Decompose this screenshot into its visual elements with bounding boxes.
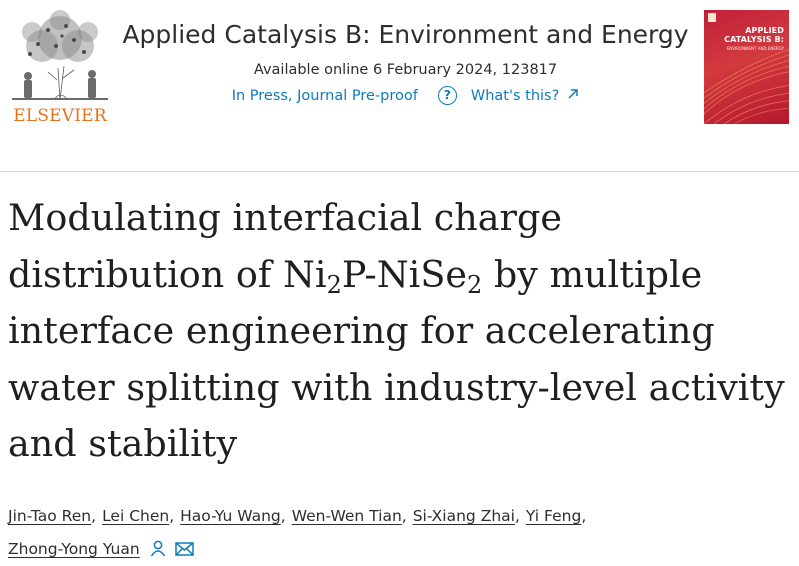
cover-subtitle: ENVIRONMENT AND ENERGY bbox=[726, 46, 784, 51]
envelope-icon[interactable] bbox=[174, 541, 194, 556]
author-separator: , bbox=[401, 507, 407, 525]
article-status-row: In Press, Journal Pre-proof ? What's thi… bbox=[118, 86, 693, 105]
cover-pattern bbox=[704, 48, 789, 124]
title-subscript: 2 bbox=[326, 270, 342, 299]
tree-of-knowledge-image bbox=[12, 10, 108, 101]
author-separator: , bbox=[169, 507, 175, 525]
in-press-status: In Press, Journal Pre-proof bbox=[231, 87, 418, 104]
author-link[interactable]: Si-Xiang Zhai bbox=[412, 507, 515, 525]
elsevier-logo[interactable]: ELSEVIER bbox=[8, 10, 112, 128]
author-link[interactable]: Jin-Tao Ren bbox=[8, 507, 92, 525]
title-text: P-NiSe bbox=[341, 252, 467, 296]
header-divider bbox=[0, 171, 799, 172]
author-separator: , bbox=[581, 507, 587, 525]
author-link[interactable]: Lei Chen bbox=[102, 507, 170, 525]
cover-elsevier-mark bbox=[708, 13, 716, 22]
question-circle-icon[interactable]: ? bbox=[437, 86, 457, 105]
available-online-date: Available online 6 February 2024, 123817 bbox=[253, 62, 558, 78]
cover-title: APPLIED CATALYSIS B: bbox=[724, 26, 784, 44]
article-title: Modulating interfacial charge distributi… bbox=[8, 190, 788, 473]
journal-header: ELSEVIER Applied Catalysis B: Environmen… bbox=[0, 0, 799, 170]
person-icon[interactable] bbox=[150, 540, 166, 557]
journal-info: Applied Catalysis B: Environment and Ene… bbox=[118, 14, 693, 105]
arrow-up-right-icon bbox=[567, 88, 579, 104]
title-text: Modulating interfacial charge distributi… bbox=[8, 196, 562, 296]
elsevier-wordmark: ELSEVIER bbox=[13, 106, 107, 126]
journal-title-link[interactable]: Applied Catalysis B: Environment and Ene… bbox=[122, 20, 689, 49]
author-link[interactable]: Yi Feng bbox=[525, 507, 582, 525]
author-icons bbox=[150, 540, 194, 557]
title-text: by multiple interface engineering for ac… bbox=[8, 252, 785, 466]
author-list: Jin-Tao Ren, Lei Chen, Hao-Yu Wang, Wen-Wen… bbox=[8, 500, 788, 566]
whats-this-link[interactable]: What's this? bbox=[470, 87, 560, 104]
author-separator: , bbox=[514, 507, 520, 525]
journal-cover-image[interactable]: APPLIED CATALYSIS B: ENVIRONMENT AND ENE… bbox=[704, 10, 789, 124]
author-link[interactable]: Hao-Yu Wang bbox=[180, 507, 281, 525]
title-subscript: 2 bbox=[466, 270, 483, 299]
author-link[interactable]: Wen-Wen Tian bbox=[291, 507, 402, 525]
author-separator: , bbox=[91, 507, 97, 525]
author-separator: , bbox=[280, 507, 286, 525]
author-link[interactable]: Zhong-Yong Yuan bbox=[8, 540, 140, 558]
